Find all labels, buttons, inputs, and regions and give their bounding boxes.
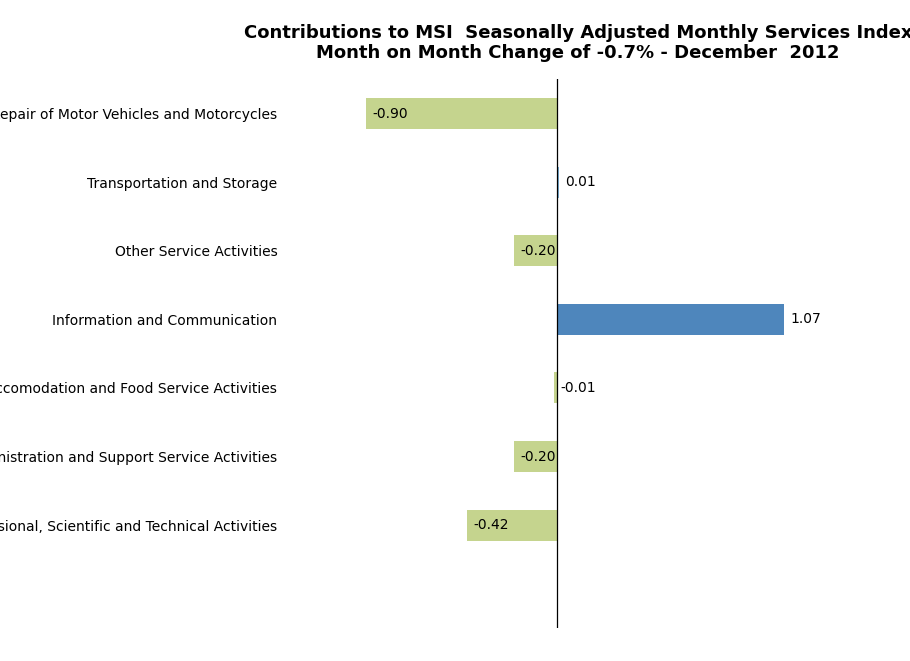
Text: -0.42: -0.42 xyxy=(474,518,510,532)
Text: -0.01: -0.01 xyxy=(561,381,596,395)
Bar xyxy=(554,373,557,403)
Text: -0.20: -0.20 xyxy=(521,244,556,258)
Text: 0.01: 0.01 xyxy=(565,175,596,189)
Bar xyxy=(366,98,557,129)
Text: -0.90: -0.90 xyxy=(372,106,408,120)
Title: Contributions to MSI  Seasonally Adjusted Monthly Services Index
Month on Month : Contributions to MSI Seasonally Adjusted… xyxy=(244,24,910,63)
Bar xyxy=(514,441,557,472)
Bar xyxy=(557,167,559,198)
Bar xyxy=(557,304,784,334)
Text: 1.07: 1.07 xyxy=(790,313,821,327)
Text: -0.20: -0.20 xyxy=(521,449,556,463)
Bar xyxy=(514,235,557,266)
Bar xyxy=(468,510,557,541)
